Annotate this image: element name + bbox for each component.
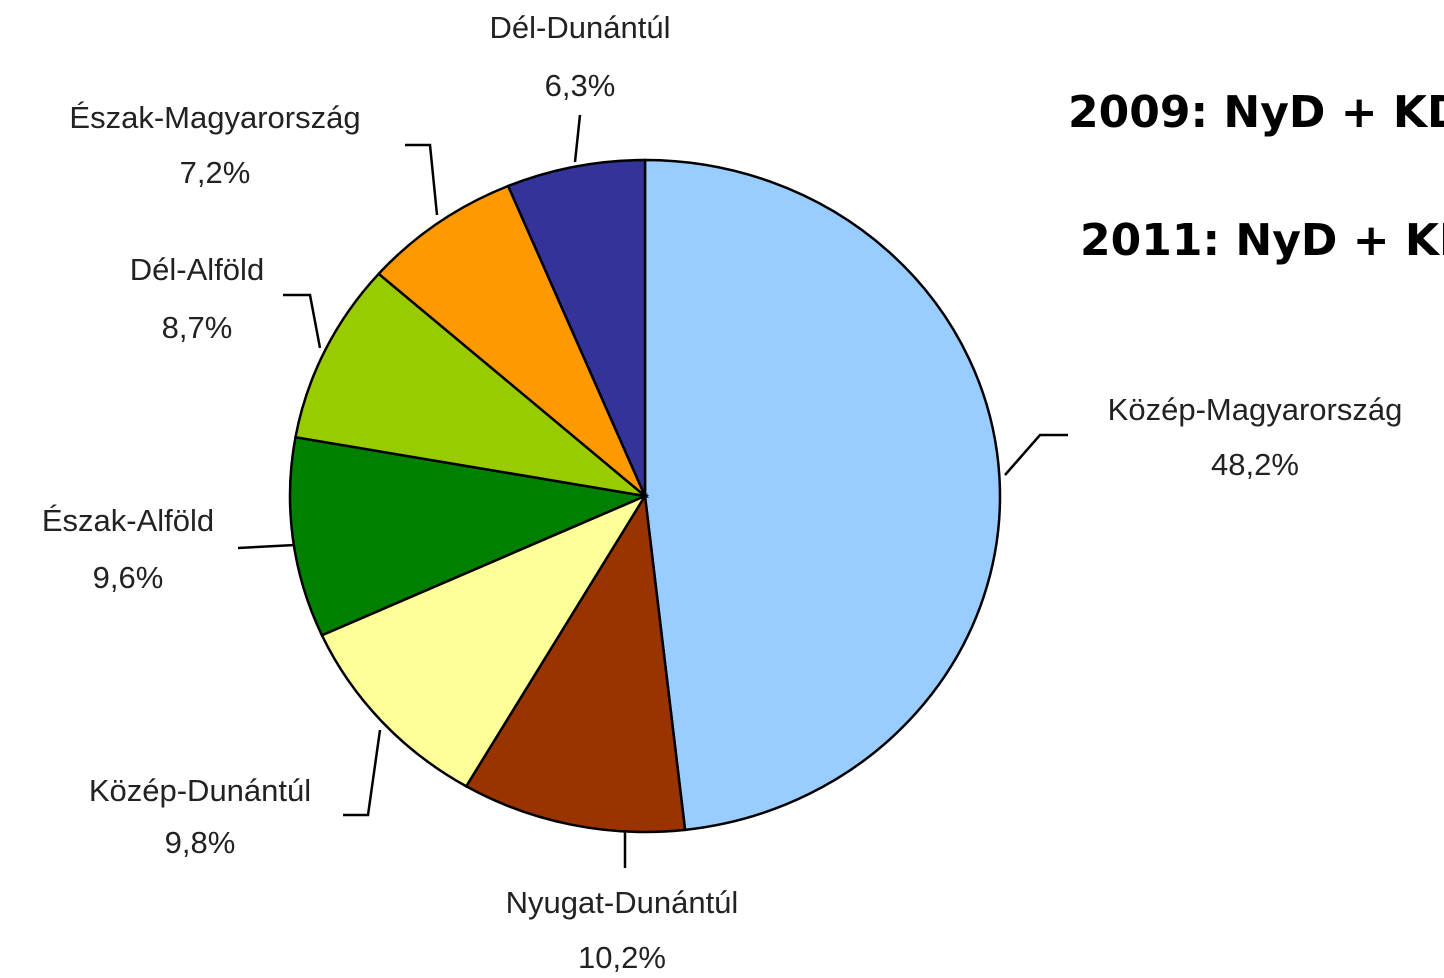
slice-label: Dél-Alföld: [130, 252, 264, 287]
pie-slice: [464, 492, 687, 834]
slice-value-label: 8,7%: [162, 310, 233, 345]
slice-value-label: 10,2%: [578, 940, 666, 975]
pie-slice: [376, 184, 647, 497]
pie-slice: [643, 158, 1002, 832]
annotation: 2011: NyD + KD: [1080, 215, 1444, 266]
pie-slice: [320, 493, 649, 788]
slice-value-label: 7,2%: [180, 155, 251, 190]
slice-label: Észak-Magyarország: [69, 100, 360, 135]
annotation: 2009: NyD + KD: [1068, 87, 1444, 138]
leader-line: [237, 543, 296, 550]
leader-line: [283, 293, 322, 349]
slice-value-label: 9,6%: [93, 560, 164, 595]
leader-line: [343, 729, 382, 817]
pie-slice: [506, 158, 647, 497]
slice-label: Közép-Magyarország: [1108, 392, 1403, 427]
leader-line: [405, 143, 439, 216]
slice-label: Dél-Dunántúl: [490, 10, 671, 45]
pie-slice: [288, 435, 650, 637]
slice-label: Közép-Dunántúl: [89, 773, 311, 808]
leader-line: [1004, 433, 1068, 476]
leader-line: [573, 114, 582, 163]
slice-value-label: 9,8%: [165, 825, 236, 860]
pie-slice: [294, 272, 650, 498]
slice-label: Észak-Alföld: [42, 503, 214, 538]
slice-value-label: 48,2%: [1211, 447, 1299, 482]
slice-value-label: 6,3%: [545, 68, 616, 103]
slice-label: Nyugat-Dunántúl: [506, 885, 739, 920]
